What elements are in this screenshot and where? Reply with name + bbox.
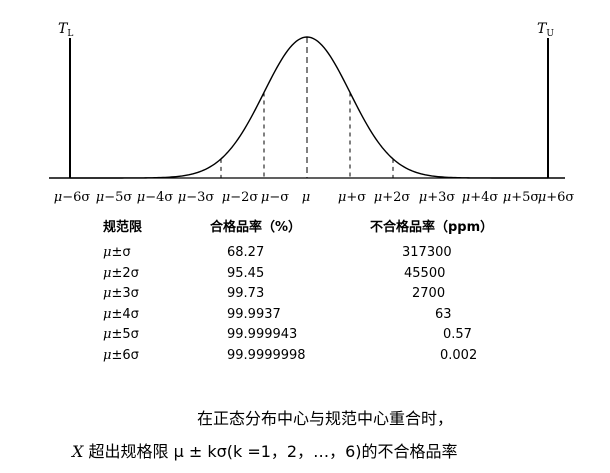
cell-yield: 99.999943 [227,327,298,342]
cell-spec-limit: μ±3σ [103,286,139,301]
cell-defect-ppm: 63 [435,306,452,322]
cell-spec-limit: μ±2σ [103,265,139,281]
cell-spec-limit: μ±6σ [103,347,139,363]
cell-defect-ppm: 2700 [412,286,446,301]
tick-label: μ−σ [261,190,289,205]
header-yield: 合格品率（%） [210,220,302,235]
cell-yield: 99.9999998 [227,347,306,363]
cell-defect-ppm: 0.57 [443,327,472,342]
cell-yield: 68.27 [227,245,265,260]
tick-label: μ−2σ [222,190,259,205]
caption-line-2: X 超出规格限 μ ± kσ(k =1，2，…，6)的不合格品率 [72,438,458,462]
lower-limit-label: TL [58,21,73,39]
cell-defect-ppm: 45500 [404,265,446,281]
cell-yield: 99.9937 [227,306,281,322]
tick-label: μ−4σ [137,190,174,205]
tick-label: μ [302,190,310,205]
caption-line-1: 在正态分布中心与规范中心重合时， [197,409,454,428]
cell-defect-ppm: 0.002 [440,347,478,363]
cell-yield: 95.45 [227,265,265,281]
cell-spec-limit: μ±4σ [103,306,139,322]
normal-distribution-diagram: TL TU μ−6σ μ−5σ μ−4σ μ−3σ μ−2σ μ−σ μ μ+σ μ+2σ μ+3… [49,21,575,205]
sigma-lines [220,37,394,178]
tick-label: μ+2σ [374,190,411,205]
tick-label: μ−3σ [178,190,215,205]
caption-line-2-text: 超出规格限 μ ± kσ(k =1，2，…，6)的不合格品率 [83,442,458,461]
tick-labels: μ−6σ μ−5σ μ−4σ μ−3σ μ−2σ μ−σ μ μ+σ μ+2σ μ+3σ μ+4σ μ… [54,190,575,205]
header-spec-limit: 规范限 [103,220,143,235]
tick-label: μ+σ [338,190,366,205]
cell-defect-ppm: 317300 [402,245,452,260]
tick-label: μ−5σ [96,190,133,205]
caption-variable: X [72,442,84,461]
tick-label: μ−6σ [54,190,91,205]
upper-limit-label: TU [537,21,554,39]
tick-label: μ+5σ [503,190,540,205]
cell-spec-limit: μ±σ [103,245,131,260]
cell-spec-limit: μ±5σ [103,327,139,342]
cell-yield: 99.73 [227,286,265,301]
tick-label: μ+3σ [419,190,456,205]
header-defect-rate: 不合格品率（ppm） [370,220,494,235]
tick-label: μ+4σ [462,190,499,205]
tick-label: μ+6σ [538,190,575,205]
